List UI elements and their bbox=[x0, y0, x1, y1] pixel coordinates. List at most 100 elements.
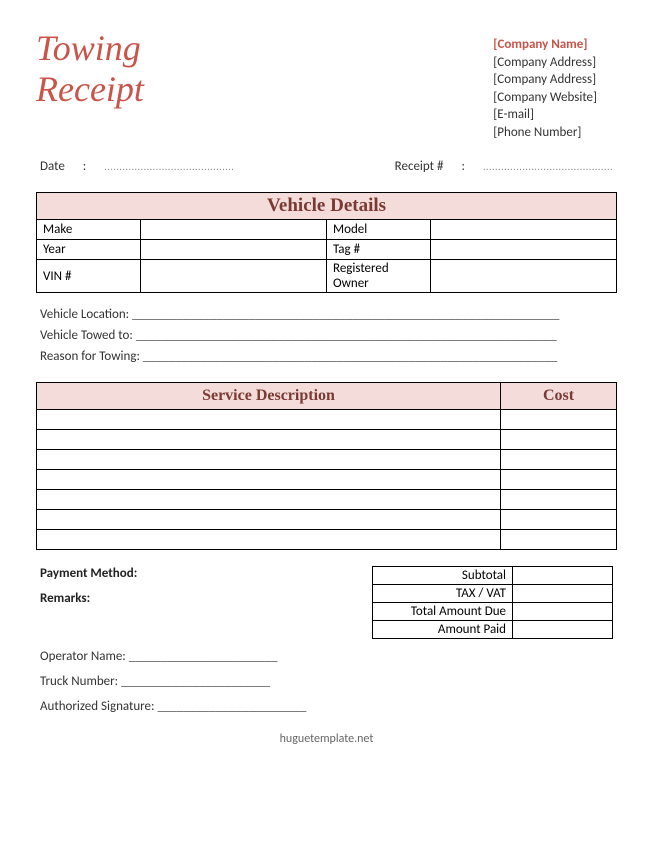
signature-block: Operator Name: _______________________ T… bbox=[36, 649, 617, 714]
table-row bbox=[37, 530, 617, 550]
subtotal-label: Subtotal bbox=[373, 567, 513, 585]
tax-value[interactable] bbox=[513, 585, 613, 603]
vd-make-value[interactable] bbox=[141, 220, 327, 240]
reason-row: Reason for Towing: _____________________… bbox=[40, 349, 613, 364]
vd-owner-label: Registered Owner bbox=[326, 260, 430, 293]
vd-model-value[interactable] bbox=[431, 220, 617, 240]
truck-fill[interactable]: _______________________ bbox=[118, 674, 270, 689]
table-row bbox=[37, 490, 617, 510]
truck-row: Truck Number: _______________________ bbox=[40, 674, 613, 689]
receipt-label: Receipt # bbox=[395, 159, 444, 174]
service-cost-cell[interactable] bbox=[501, 490, 617, 510]
meta-row: Date : .................................… bbox=[36, 159, 617, 174]
service-desc-cell[interactable] bbox=[37, 530, 501, 550]
title-line2: Receipt bbox=[36, 69, 144, 110]
service-desc-cell[interactable] bbox=[37, 410, 501, 430]
receipt-page: Towing Receipt [Company Name] [Company A… bbox=[0, 0, 653, 746]
table-row: Amount Paid bbox=[373, 621, 613, 639]
service-cost-cell[interactable] bbox=[501, 530, 617, 550]
company-name: [Company Name] bbox=[493, 36, 597, 54]
vd-vin-label: VIN # bbox=[37, 260, 141, 293]
location-lines: Vehicle Location: ______________________… bbox=[36, 307, 617, 364]
operator-fill[interactable]: _______________________ bbox=[126, 649, 278, 664]
vd-owner-value[interactable] bbox=[431, 260, 617, 293]
company-website: [Company Website] bbox=[493, 89, 597, 107]
table-row bbox=[37, 450, 617, 470]
vd-year-value[interactable] bbox=[141, 240, 327, 260]
vehicle-towed-fill[interactable]: ________________________________________… bbox=[133, 328, 557, 343]
vehicle-towed-row: Vehicle Towed to: ______________________… bbox=[40, 328, 613, 343]
vehicle-details-table: Vehicle Details Make Model Year Tag # VI… bbox=[36, 192, 617, 293]
payment-block: Payment Method: Remarks: bbox=[40, 566, 137, 616]
vehicle-details-header: Vehicle Details bbox=[37, 193, 617, 220]
service-desc-cell[interactable] bbox=[37, 450, 501, 470]
company-address2: [Company Address] bbox=[493, 71, 597, 89]
service-desc-cell[interactable] bbox=[37, 510, 501, 530]
vehicle-location-row: Vehicle Location: ______________________… bbox=[40, 307, 613, 322]
vd-tag-label: Tag # bbox=[326, 240, 430, 260]
service-cost-cell[interactable] bbox=[501, 430, 617, 450]
service-cost-cell[interactable] bbox=[501, 470, 617, 490]
operator-label: Operator Name: bbox=[40, 649, 126, 664]
date-value[interactable]: ........................................… bbox=[104, 160, 234, 173]
vd-tag-value[interactable] bbox=[431, 240, 617, 260]
vd-year-label: Year bbox=[37, 240, 141, 260]
totals-table: Subtotal TAX / VAT Total Amount Due Amou… bbox=[372, 566, 613, 639]
total-due-value[interactable] bbox=[513, 603, 613, 621]
footer-text: huguetemplate.net bbox=[36, 732, 617, 746]
service-cost-header: Cost bbox=[501, 383, 617, 410]
table-row bbox=[37, 410, 617, 430]
auth-row: Authorized Signature: __________________… bbox=[40, 699, 613, 714]
vehicle-location-label: Vehicle Location: bbox=[40, 307, 129, 322]
receipt-sep: : bbox=[461, 159, 464, 174]
remarks-label: Remarks: bbox=[40, 591, 137, 606]
payment-method-label: Payment Method: bbox=[40, 566, 137, 581]
service-desc-header: Service Description bbox=[37, 383, 501, 410]
date-label: Date bbox=[40, 159, 65, 174]
table-row: Year Tag # bbox=[37, 240, 617, 260]
auth-fill[interactable]: _______________________ bbox=[155, 699, 307, 714]
service-cost-cell[interactable] bbox=[501, 510, 617, 530]
truck-label: Truck Number: bbox=[40, 674, 118, 689]
subtotal-value[interactable] bbox=[513, 567, 613, 585]
table-row bbox=[37, 510, 617, 530]
table-row: VIN # Registered Owner bbox=[37, 260, 617, 293]
service-cost-cell[interactable] bbox=[501, 410, 617, 430]
service-cost-cell[interactable] bbox=[501, 450, 617, 470]
auth-label: Authorized Signature: bbox=[40, 699, 155, 714]
table-row: Make Model bbox=[37, 220, 617, 240]
receipt-field: Receipt # : ............................… bbox=[395, 159, 613, 174]
company-phone: [Phone Number] bbox=[493, 124, 597, 142]
tax-label: TAX / VAT bbox=[373, 585, 513, 603]
vd-vin-value[interactable] bbox=[141, 260, 327, 293]
table-row: TAX / VAT bbox=[373, 585, 613, 603]
amount-paid-value[interactable] bbox=[513, 621, 613, 639]
vehicle-location-fill[interactable]: ________________________________________… bbox=[129, 307, 559, 322]
payment-totals-row: Payment Method: Remarks: Subtotal TAX / … bbox=[36, 566, 617, 639]
receipt-value[interactable]: ........................................… bbox=[483, 160, 613, 173]
vehicle-towed-label: Vehicle Towed to: bbox=[40, 328, 133, 343]
service-desc-cell[interactable] bbox=[37, 490, 501, 510]
company-email: [E-mail] bbox=[493, 106, 597, 124]
date-sep: : bbox=[83, 159, 86, 174]
operator-row: Operator Name: _______________________ bbox=[40, 649, 613, 664]
table-row: Subtotal bbox=[373, 567, 613, 585]
table-row: Total Amount Due bbox=[373, 603, 613, 621]
service-desc-cell[interactable] bbox=[37, 470, 501, 490]
reason-label: Reason for Towing: bbox=[40, 349, 140, 364]
date-field: Date : .................................… bbox=[40, 159, 234, 174]
amount-paid-label: Amount Paid bbox=[373, 621, 513, 639]
service-desc-cell[interactable] bbox=[37, 430, 501, 450]
table-row bbox=[37, 470, 617, 490]
table-row bbox=[37, 430, 617, 450]
total-due-label: Total Amount Due bbox=[373, 603, 513, 621]
vd-make-label: Make bbox=[37, 220, 141, 240]
title-line1: Towing bbox=[36, 28, 144, 69]
company-address1: [Company Address] bbox=[493, 54, 597, 72]
vd-model-label: Model bbox=[326, 220, 430, 240]
header: Towing Receipt [Company Name] [Company A… bbox=[36, 28, 617, 141]
service-table: Service Description Cost bbox=[36, 382, 617, 550]
company-block: [Company Name] [Company Address] [Compan… bbox=[493, 36, 597, 141]
reason-fill[interactable]: ________________________________________… bbox=[140, 349, 557, 364]
document-title: Towing Receipt bbox=[36, 28, 144, 111]
